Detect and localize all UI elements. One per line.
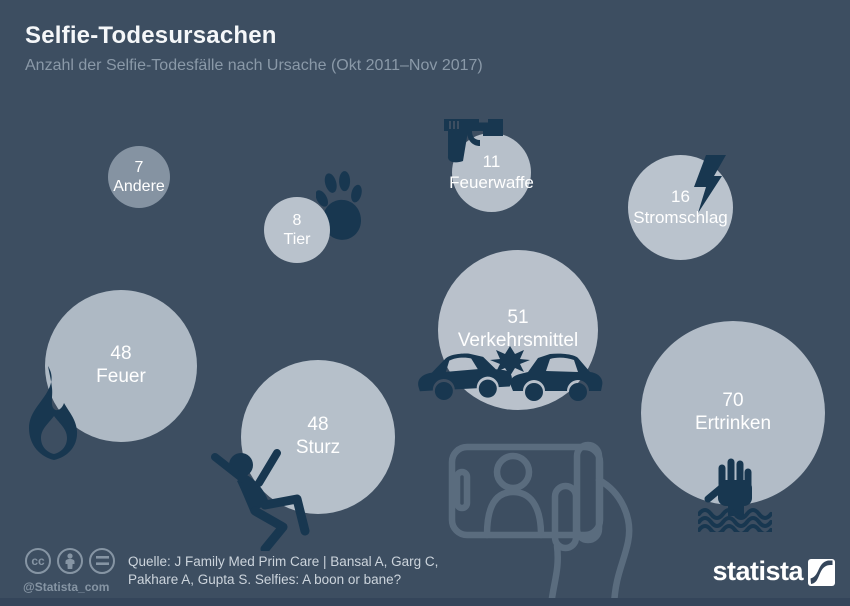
- bubble-ertrinken-value: 70: [722, 390, 744, 412]
- bubble-andere-label: Andere: [113, 178, 165, 195]
- falling-person-icon: [211, 449, 310, 551]
- bubble-ertrinken-label: Ertrinken: [694, 413, 772, 434]
- bottom-bar: [0, 598, 850, 606]
- car-crash-icon: [418, 346, 603, 401]
- attribution-icon: [57, 548, 83, 574]
- selfie-arm-phone-outline-icon: [448, 441, 633, 606]
- paw-icon: [316, 171, 362, 240]
- twitter-handle: @Statista_com: [23, 580, 110, 594]
- bubble-andere: 7 Andere: [108, 146, 170, 208]
- pistol-icon: [444, 119, 503, 163]
- lightning-icon: [694, 155, 726, 213]
- source-line-1: Quelle: J Family Med Prim Care | Bansal …: [128, 554, 439, 569]
- license-badges: cc: [25, 548, 115, 574]
- bubble-sturz: 48 Sturz: [241, 360, 395, 514]
- bubble-sturz-value: 48: [307, 414, 329, 436]
- source-line-2: Pakhare A, Gupta S. Selfies: A boon or b…: [128, 572, 402, 587]
- page-title: Selfie-Todesursachen: [25, 22, 277, 49]
- bubble-feuerwaffe-value: 11: [482, 152, 501, 172]
- cc-icon: cc: [25, 548, 51, 574]
- cc-glyph: cc: [31, 554, 45, 568]
- bubble-tier: 8 Tier: [264, 197, 330, 263]
- bubble-stromschlag-label: Stromschlag: [633, 207, 728, 227]
- bubble-verkehrsmittel-label: Verkehrsmittel: [457, 330, 579, 351]
- drowning-hand-icon: [698, 458, 772, 532]
- bubble-feuerwaffe-label: Feuerwaffe: [449, 172, 534, 192]
- flame-icon: [29, 366, 78, 460]
- page-subtitle: Anzahl der Selfie-Todesfälle nach Ursach…: [25, 57, 483, 74]
- bubble-sturz-label: Sturz: [295, 437, 341, 458]
- statista-logo-icon: [808, 559, 835, 586]
- bubble-tier-value: 8: [292, 211, 302, 229]
- no-derivatives-icon: [89, 548, 115, 574]
- bubble-stromschlag-value: 16: [671, 187, 690, 207]
- bubble-feuer-label: Feuer: [96, 366, 146, 387]
- bubble-feuer-value: 48: [110, 343, 132, 365]
- bubble-verkehrsmittel-value: 51: [507, 307, 529, 329]
- statista-wordmark: statista: [712, 556, 803, 586]
- source-text: Quelle: J Family Med Prim Care | Bansal …: [128, 553, 438, 589]
- bubble-andere-value: 7: [134, 158, 144, 176]
- bubble-tier-label: Tier: [283, 231, 311, 248]
